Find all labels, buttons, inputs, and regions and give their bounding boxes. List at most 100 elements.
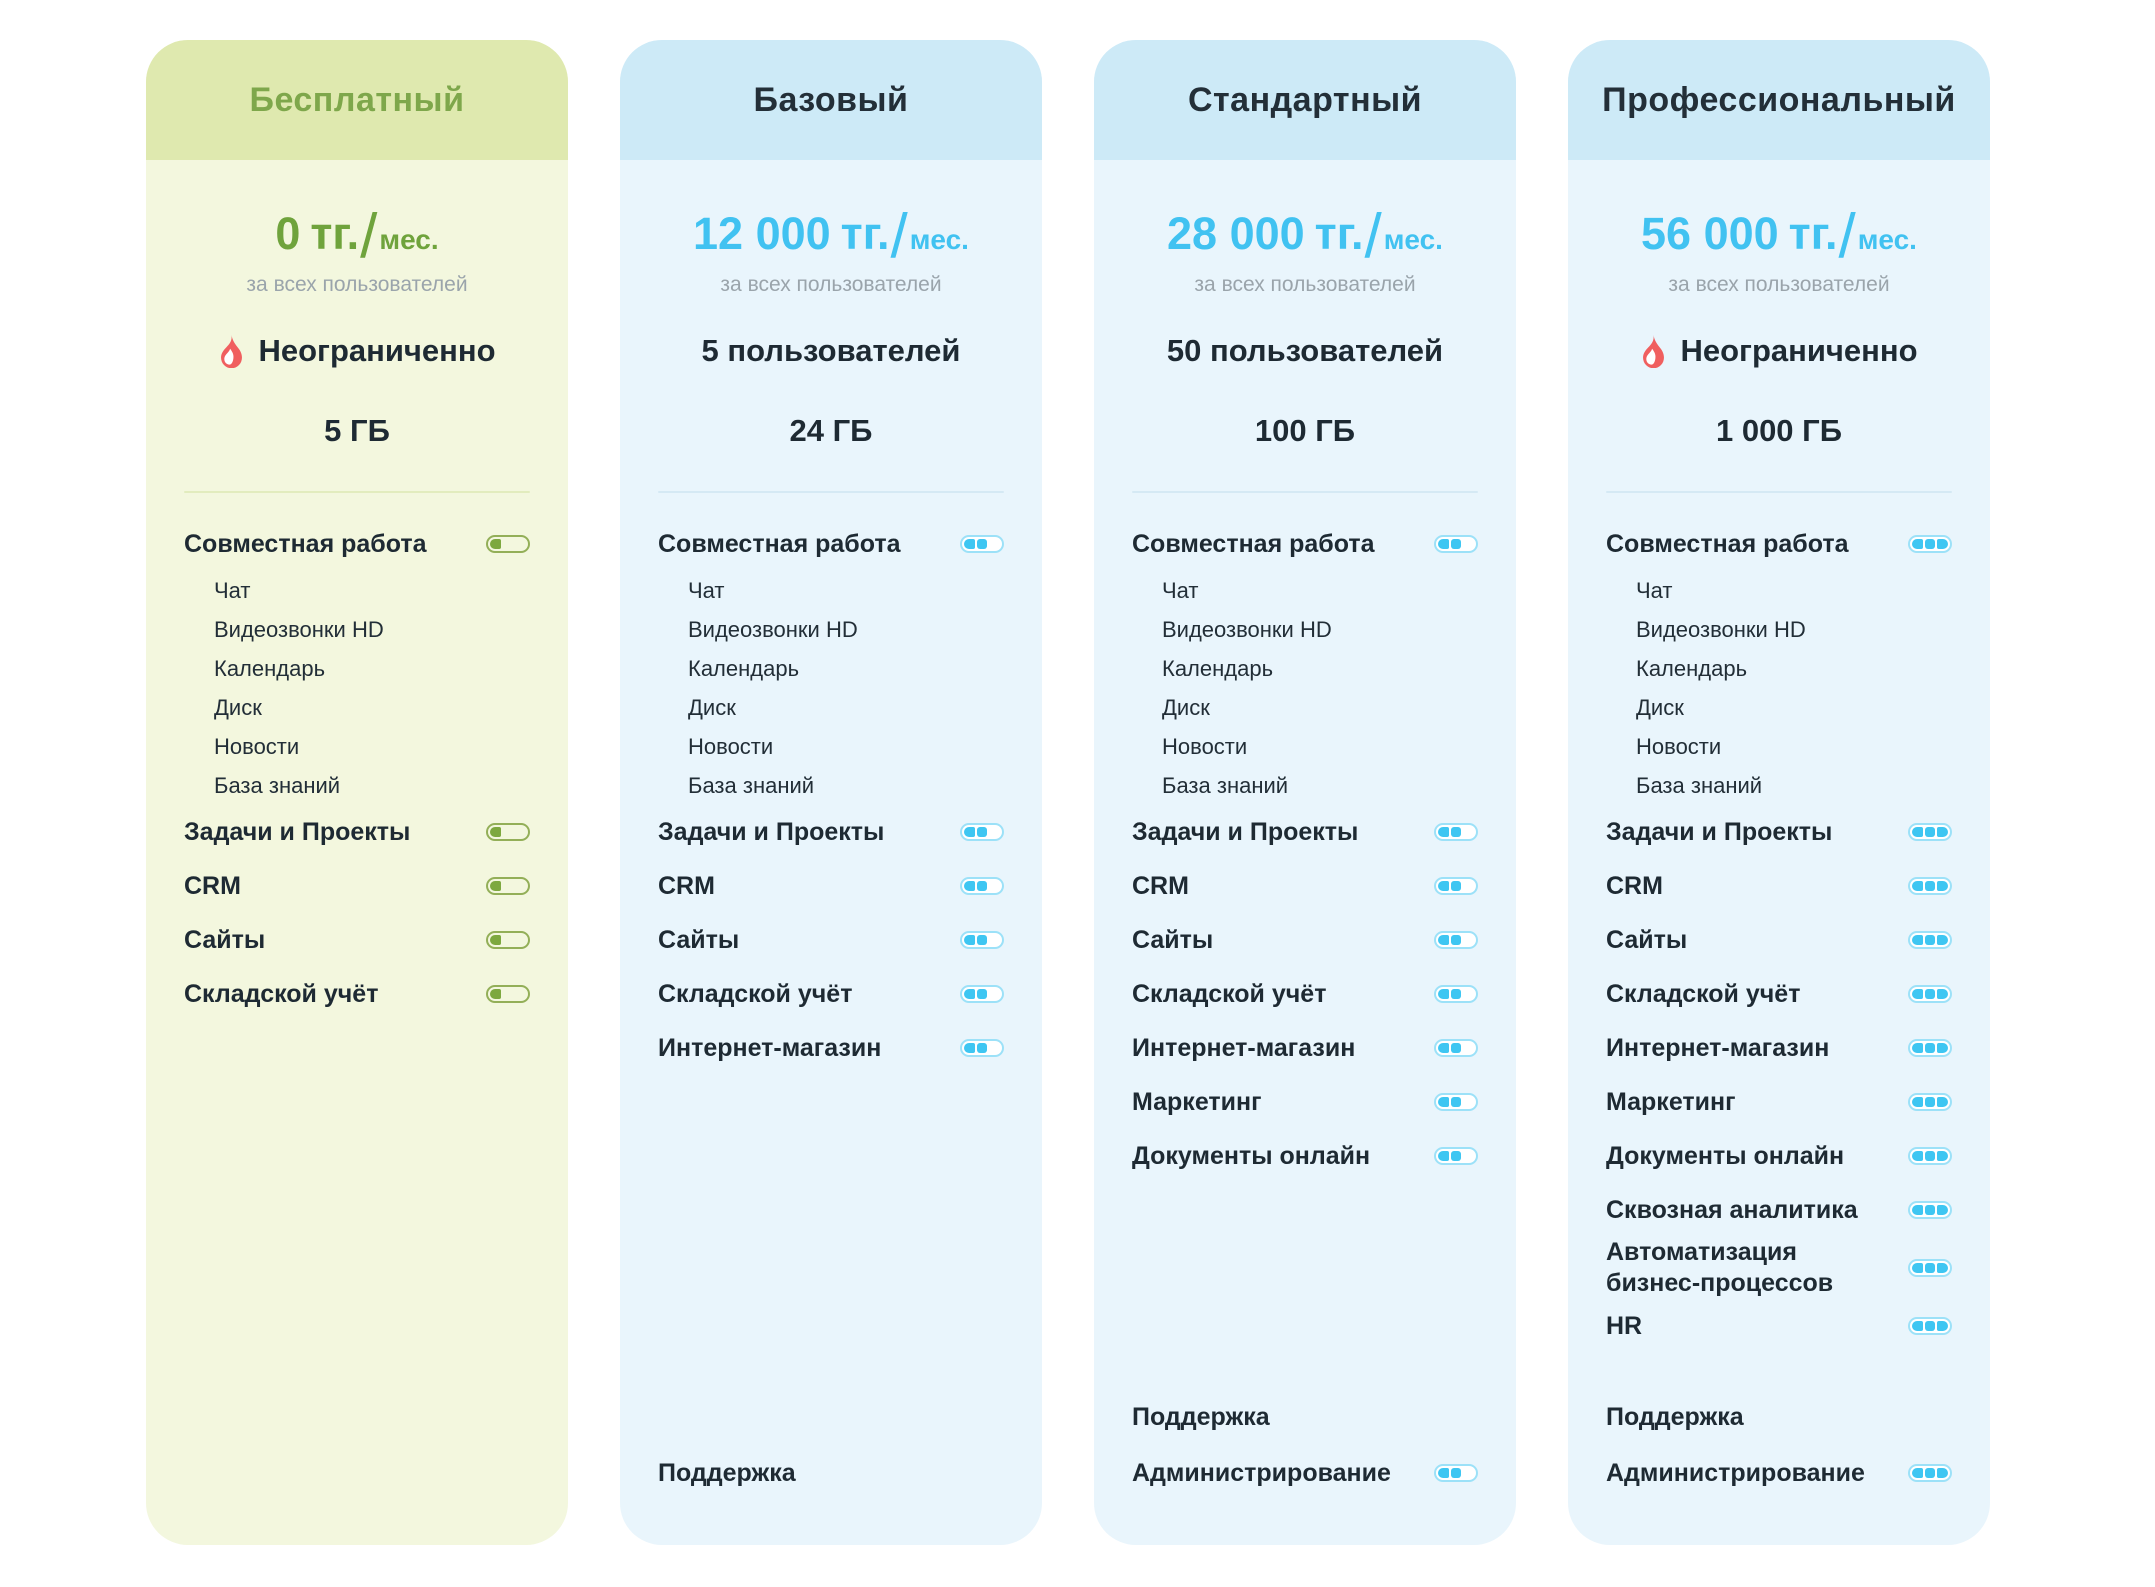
feature-toggle[interactable] (486, 877, 530, 896)
feature-label: Совместная работа (1606, 529, 1849, 558)
toggle-segment (1924, 1468, 1936, 1478)
feature-label: Складской учёт (1606, 979, 1801, 1008)
feature-toggle[interactable] (960, 1039, 1004, 1058)
feature-label: Видеозвонки HD (688, 616, 858, 642)
toggle-segment (976, 539, 988, 550)
sub-feature-row: Чат (184, 571, 530, 610)
feature-toggle[interactable] (1908, 1093, 1952, 1112)
feature-toggle[interactable] (1434, 877, 1478, 896)
users-row: Неограниченно (184, 333, 530, 369)
toggle-segment (1438, 1043, 1449, 1054)
feature-row: Совместная работа (184, 517, 530, 571)
toggle-segment (515, 881, 526, 891)
feature-label: Сайты (1132, 925, 1214, 954)
toggle-segment (1924, 539, 1936, 550)
toggle-segment (1937, 1097, 1949, 1108)
feature-label: CRM (184, 871, 241, 900)
feature-toggle[interactable] (960, 931, 1004, 950)
feature-toggle[interactable] (1908, 931, 1952, 950)
feature-row: Интернет-магазин (1606, 1021, 1952, 1075)
feature-toggle[interactable] (1908, 1039, 1952, 1058)
toggle-segment (1912, 1151, 1923, 1162)
feature-row: Администрирование (1606, 1445, 1952, 1501)
price-currency: тг. (1788, 208, 1838, 259)
plan-header: Бесплатный (146, 40, 568, 160)
feature-toggle[interactable] (486, 931, 530, 950)
feature-row: CRM (1132, 859, 1478, 913)
feature-toggle[interactable] (486, 985, 530, 1004)
feature-toggle[interactable] (1434, 823, 1478, 842)
toggle-segment (1450, 935, 1462, 946)
feature-row: Совместная работа (1132, 517, 1478, 571)
feature-label: Сквозная аналитика (1606, 1195, 1858, 1224)
feature-label: Складской учёт (1132, 979, 1327, 1008)
toggle-segment (1912, 1468, 1923, 1478)
feature-toggle[interactable] (960, 535, 1004, 554)
feature-label: CRM (658, 871, 715, 900)
plan-card-basic: Базовый 12 000 тг./мес. за всех пользоват… (620, 40, 1042, 1545)
toggle-segment (976, 881, 988, 892)
feature-row: Складской учёт (1606, 967, 1952, 1021)
feature-toggle[interactable] (1908, 985, 1952, 1004)
feature-toggle[interactable] (486, 823, 530, 842)
feature-toggle[interactable] (1434, 1147, 1478, 1166)
feature-toggle[interactable] (1434, 1464, 1478, 1482)
toggle-segment (1924, 1263, 1936, 1274)
toggle-segment (989, 881, 1000, 891)
feature-row: Совместная работа (1606, 517, 1952, 571)
toggle-segment (964, 989, 975, 1000)
toggle-segment (1463, 1468, 1474, 1478)
feature-toggle[interactable] (1908, 1317, 1952, 1336)
toggle-segment (1912, 539, 1923, 550)
toggle-segment (989, 1043, 1000, 1053)
feature-toggle[interactable] (1434, 985, 1478, 1004)
plan-card-free: Бесплатный 0 тг./мес. за всех пользовател… (146, 40, 568, 1545)
feature-label: Складской учёт (658, 979, 853, 1008)
toggle-segment (1912, 935, 1923, 946)
toggle-segment (515, 935, 526, 945)
sub-feature-row: Новости (1606, 727, 1952, 766)
feature-toggle[interactable] (1908, 535, 1952, 554)
feature-label: Сайты (1606, 925, 1688, 954)
feature-label: Маркетинг (1132, 1087, 1262, 1116)
feature-toggle[interactable] (1434, 1039, 1478, 1058)
sub-feature-row: База знаний (1606, 766, 1952, 805)
toggle-segment (1924, 881, 1936, 892)
feature-toggle[interactable] (1434, 535, 1478, 554)
feature-toggle[interactable] (1908, 1259, 1952, 1278)
feature-toggle[interactable] (486, 535, 530, 554)
toggle-segment (1937, 935, 1949, 946)
price-amount: 0 (275, 208, 301, 259)
features-list: Совместная работа Чат Видеозвонки HD Календ… (184, 517, 530, 1021)
toggle-segment (1912, 989, 1923, 1000)
feature-toggle[interactable] (1908, 1147, 1952, 1166)
feature-toggle[interactable] (1434, 931, 1478, 950)
features-list: Совместная работа Чат Видеозвонки HD Календ… (658, 517, 1004, 1075)
toggle-segment (1438, 539, 1449, 550)
feature-toggle[interactable] (1908, 1464, 1952, 1482)
users-row: 5 пользователей (658, 333, 1004, 369)
feature-row: CRM (1606, 859, 1952, 913)
toggle-segment (1450, 539, 1462, 550)
feature-toggle[interactable] (1908, 823, 1952, 842)
feature-label: База знаний (214, 772, 341, 798)
users-label: 50 пользователей (1166, 333, 1444, 369)
feature-label: CRM (1606, 871, 1663, 900)
toggle-segment (515, 539, 526, 549)
feature-toggle[interactable] (960, 877, 1004, 896)
toggle-segment (1937, 1468, 1949, 1478)
toggle-segment (490, 827, 501, 838)
feature-toggle[interactable] (960, 985, 1004, 1004)
feature-toggle[interactable] (1434, 1093, 1478, 1112)
feature-label: Маркетинг (1606, 1087, 1736, 1116)
feature-row: Совместная работа (658, 517, 1004, 571)
toggle-segment (1937, 881, 1949, 892)
storage-label: 1 000 ГБ (1715, 413, 1843, 449)
feature-toggle[interactable] (960, 823, 1004, 842)
feature-toggle[interactable] (1908, 1201, 1952, 1220)
toggle-segment (1924, 1321, 1936, 1332)
toggle-segment (490, 935, 501, 946)
toggle-segment (1912, 1097, 1923, 1108)
feature-toggle[interactable] (1908, 877, 1952, 896)
